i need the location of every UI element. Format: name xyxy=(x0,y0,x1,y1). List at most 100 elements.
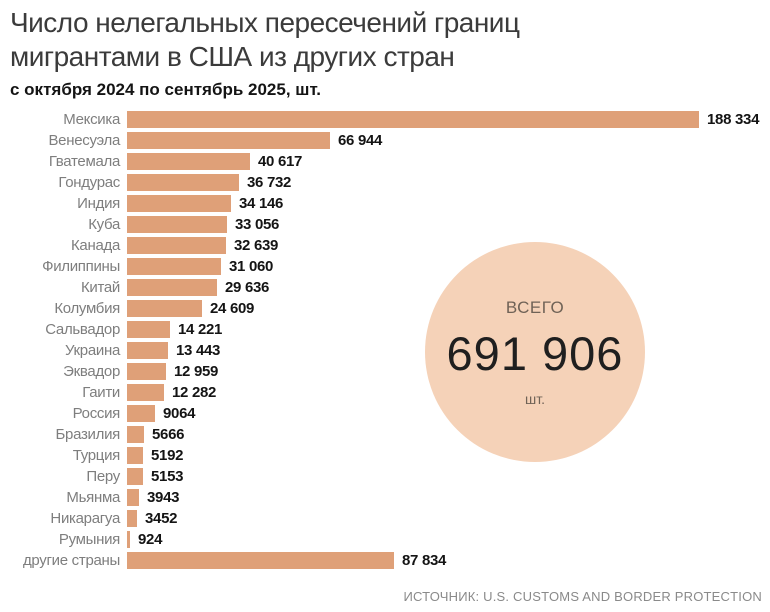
category-label: Мексика xyxy=(63,111,120,128)
category-label: Гондурас xyxy=(58,174,120,191)
category-label: Канада xyxy=(70,237,120,254)
value-label: 33 056 xyxy=(235,216,280,233)
total-badge-unit: шт. xyxy=(525,390,545,407)
bar-track: 12 959 xyxy=(127,363,770,380)
bar-track: 33 056 xyxy=(127,216,770,233)
bar-track: 32 639 xyxy=(127,237,770,254)
total-badge: ВСЕГО 691 906 шт. xyxy=(425,242,645,462)
title-line-2: мигрантами в США из других стран xyxy=(10,41,455,73)
bar-row: Индия 34 146 xyxy=(0,195,770,212)
category-label: Турция xyxy=(72,447,121,464)
bar-track: 66 944 xyxy=(127,132,770,149)
value-label: 29 636 xyxy=(225,279,270,296)
bar-track: 5192 xyxy=(127,447,770,464)
bar-track: 5153 xyxy=(127,468,770,485)
page-title: Число нелегальных пересечений границ мигр… xyxy=(0,0,770,75)
value-label: 34 146 xyxy=(239,195,284,212)
category-label: Украина xyxy=(64,342,120,359)
bar-track: 40 617 xyxy=(127,153,770,170)
bar-track: 12 282 xyxy=(127,384,770,401)
value-label: 5153 xyxy=(151,468,184,485)
value-label: 9064 xyxy=(163,405,196,422)
category-label: Филиппины xyxy=(42,258,120,275)
bar xyxy=(127,216,227,233)
category-label: Сальвадор xyxy=(45,321,120,338)
value-label: 188 334 xyxy=(707,111,760,128)
bar-track: 36 732 xyxy=(127,174,770,191)
bar-track: 3943 xyxy=(127,489,770,506)
bar-row: Канада 32 639 xyxy=(0,237,770,254)
value-label: 31 060 xyxy=(229,258,274,275)
value-label: 14 221 xyxy=(178,321,223,338)
bar xyxy=(127,321,170,338)
category-label: Никарагуа xyxy=(50,510,120,527)
bar-row: Китай 29 636 xyxy=(0,279,770,296)
bar-row: Россия 9064 xyxy=(0,405,770,422)
bar-row: Бразилия 5666 xyxy=(0,426,770,443)
source-caption: ИСТОЧНИК: U.S. CUSTOMS AND BORDER PROTEC… xyxy=(403,589,762,604)
bar-row: Гватемала 40 617 xyxy=(0,153,770,170)
value-label: 87 834 xyxy=(402,552,447,569)
category-label: Венесуэла xyxy=(48,132,120,149)
bar-track: 9064 xyxy=(127,405,770,422)
bar-row: Колумбия 24 609 xyxy=(0,300,770,317)
bar-track: 34 146 xyxy=(127,195,770,212)
value-label: 32 639 xyxy=(234,237,279,254)
bar-row: Гаити 12 282 xyxy=(0,384,770,401)
category-label: Румыния xyxy=(58,531,120,548)
bar-row: Мьянма 3943 xyxy=(0,489,770,506)
category-label: Китай xyxy=(80,279,120,296)
bar xyxy=(127,363,166,380)
category-label: Перу xyxy=(86,468,120,485)
bar-track: 5666 xyxy=(127,426,770,443)
bar xyxy=(127,153,250,170)
value-label: 5192 xyxy=(151,447,184,464)
bar xyxy=(127,384,164,401)
category-label: Куба xyxy=(88,216,120,233)
bar-row: Филиппины 31 060 xyxy=(0,258,770,275)
value-label: 36 732 xyxy=(247,174,292,191)
bar-row: Мексика 188 334 xyxy=(0,111,770,128)
bar xyxy=(127,510,137,527)
bar-track: 924 xyxy=(127,531,770,548)
value-label: 3452 xyxy=(145,510,178,527)
bar xyxy=(127,237,226,254)
bar-row: Перу 5153 xyxy=(0,468,770,485)
bar-row: Украина 13 443 xyxy=(0,342,770,359)
bar-row: Румыния 924 xyxy=(0,531,770,548)
value-label: 924 xyxy=(138,531,163,548)
bar-row: Никарагуа 3452 xyxy=(0,510,770,527)
bar xyxy=(127,405,155,422)
bar xyxy=(127,531,130,548)
bar xyxy=(127,258,221,275)
bar xyxy=(127,279,217,296)
bar xyxy=(127,468,143,485)
bar xyxy=(127,426,144,443)
value-label: 24 609 xyxy=(210,300,255,317)
bar-track: 3452 xyxy=(127,510,770,527)
value-label: 66 944 xyxy=(338,132,383,149)
bar xyxy=(127,195,231,212)
bar-track: 13 443 xyxy=(127,342,770,359)
bar-row: Венесуэла 66 944 xyxy=(0,132,770,149)
title-line-1: Число нелегальных пересечений границ xyxy=(10,7,520,38)
total-badge-value: 691 906 xyxy=(446,326,624,380)
value-label: 40 617 xyxy=(258,153,303,170)
bar xyxy=(127,489,139,506)
bar-row: Сальвадор 14 221 xyxy=(0,321,770,338)
bar-track: 29 636 xyxy=(127,279,770,296)
bar-row: другие страны 87 834 xyxy=(0,552,770,569)
page-subtitle: с октября 2024 по сентябрь 2025, шт. xyxy=(10,79,322,99)
total-badge-label: ВСЕГО xyxy=(505,297,565,317)
bar-track: 87 834 xyxy=(127,552,770,569)
value-label: 12 282 xyxy=(172,384,217,401)
category-label: Россия xyxy=(72,405,121,422)
category-label: Гватемала xyxy=(48,153,120,170)
bar xyxy=(127,447,143,464)
category-label: Бразилия xyxy=(55,426,121,443)
bar xyxy=(127,111,699,128)
value-label: 12 959 xyxy=(174,363,219,380)
bar-row: Турция 5192 xyxy=(0,447,770,464)
value-label: 3943 xyxy=(147,489,180,506)
